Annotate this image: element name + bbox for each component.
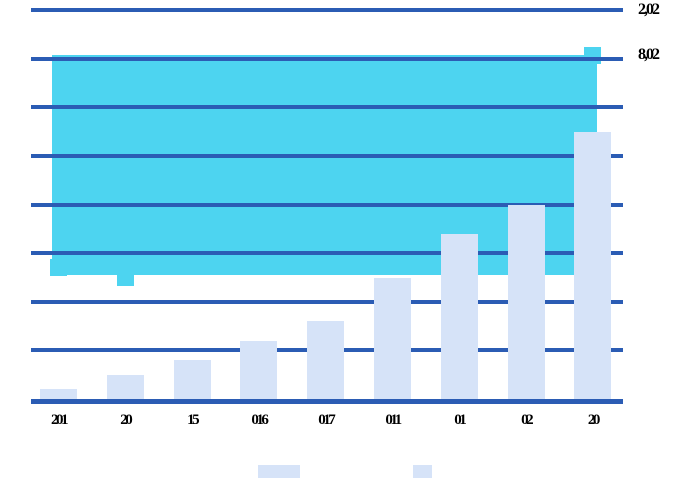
x-tick-label: 20	[587, 412, 601, 428]
bar	[40, 389, 77, 399]
gridline	[31, 251, 623, 256]
x-tick-label: 017	[318, 412, 336, 428]
x-axis-line	[31, 399, 623, 404]
gridline	[31, 299, 623, 304]
bar	[240, 340, 278, 399]
x-tick-label: 15	[187, 412, 200, 428]
x-tick-label: 01	[454, 412, 467, 428]
x-tick-label: 016	[251, 412, 269, 428]
gridline	[31, 56, 623, 61]
right-axis-label: 8,02	[638, 46, 660, 64]
bar	[307, 321, 345, 399]
area-point-marker	[116, 269, 134, 286]
right-axis-label: 2,02	[638, 1, 660, 19]
bar	[106, 374, 144, 399]
bar	[374, 277, 411, 399]
area-point-marker	[584, 46, 602, 64]
bar	[440, 233, 478, 399]
gridline	[31, 202, 623, 207]
x-tick-label: 011	[385, 412, 402, 428]
x-tick-label: 02	[521, 412, 534, 428]
gridline	[31, 8, 623, 13]
bar	[173, 360, 211, 399]
bar	[574, 131, 612, 399]
area-point-marker	[50, 259, 67, 277]
bar	[507, 204, 545, 399]
cyan-area-band	[52, 54, 597, 276]
legend-swatch[interactable]	[258, 465, 300, 478]
legend-swatch[interactable]	[413, 465, 432, 478]
gridline	[31, 105, 623, 110]
gridline	[31, 154, 623, 158]
x-tick-label: 201	[51, 412, 69, 428]
x-tick-label: 20	[120, 412, 133, 428]
